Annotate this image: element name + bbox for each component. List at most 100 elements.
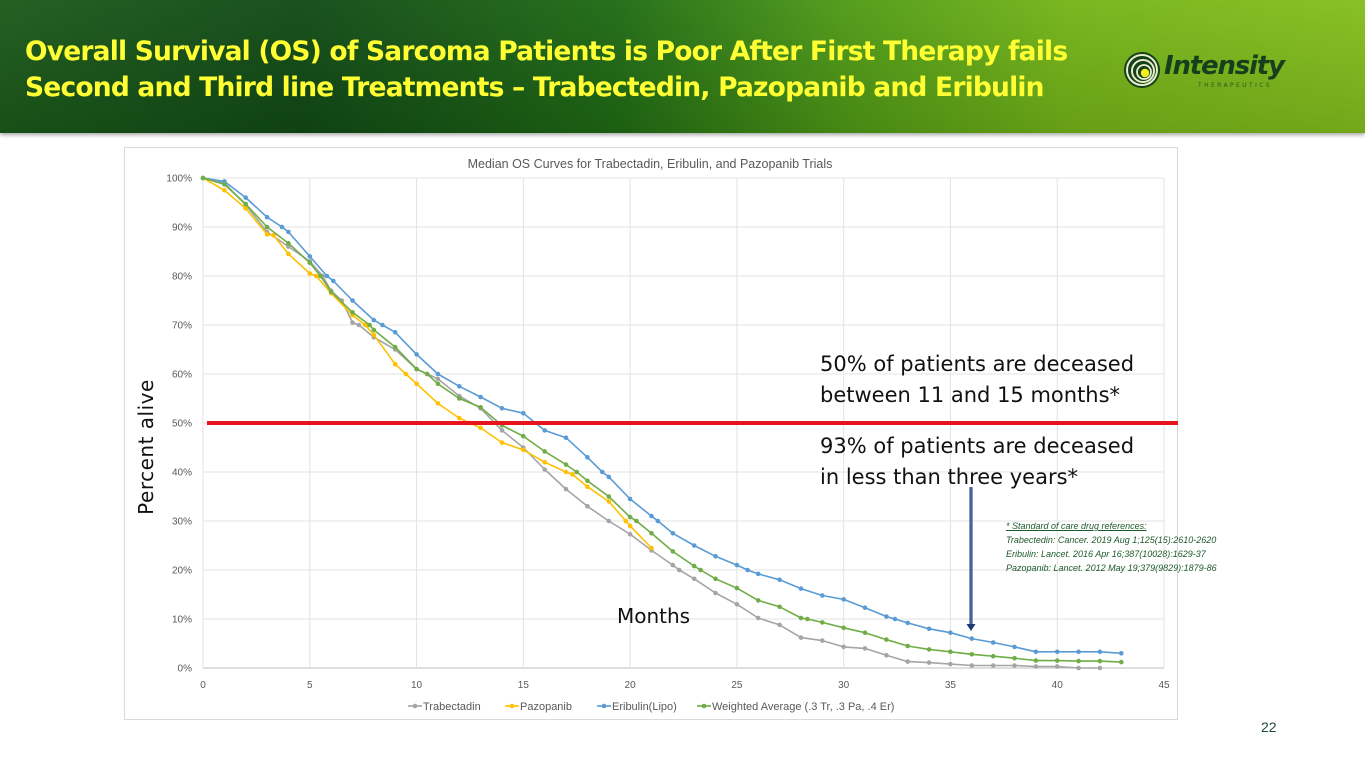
series-line [202, 177, 1100, 669]
data-point [798, 615, 804, 621]
data-point [392, 330, 398, 335]
y-tick-label: 10% [172, 615, 192, 626]
data-point [798, 586, 804, 591]
data-point [734, 585, 740, 591]
data-point [670, 549, 676, 554]
data-point [570, 472, 575, 477]
x-tick-label: 5 [307, 680, 313, 691]
series-line [202, 177, 1122, 655]
data-point [457, 396, 462, 401]
annotation-line: 93% of patients are deceased [820, 434, 1135, 458]
data-point [1054, 649, 1060, 655]
data-point [363, 322, 368, 328]
data-point [435, 371, 441, 377]
data-point [264, 224, 270, 230]
data-point [350, 320, 355, 325]
data-point [264, 214, 270, 220]
references-block: * Standard of care drug references: Trab… [1006, 519, 1217, 575]
data-point [542, 428, 547, 433]
data-point [499, 406, 505, 411]
legend-label: Weighted Average (.3 Tr, .3 Pa, .4 Er) [712, 701, 894, 713]
arrow-annotation-group [966, 487, 976, 631]
data-point [1012, 655, 1017, 661]
series-line [202, 177, 1122, 663]
y-tick-label: 90% [172, 223, 192, 234]
data-point [670, 562, 676, 568]
x-tick-label: 30 [838, 680, 850, 691]
data-point [435, 381, 441, 387]
data-point [884, 653, 889, 658]
data-point [777, 604, 782, 610]
data-point [1097, 658, 1103, 664]
legend-marker [601, 703, 607, 709]
data-point [585, 504, 590, 509]
data-point [627, 523, 633, 529]
company-logo: Intensity THERAPEUTICS [1122, 47, 1307, 95]
data-point [521, 433, 526, 439]
data-point [563, 435, 569, 441]
data-point [1054, 658, 1060, 663]
data-point [542, 459, 547, 465]
data-point [820, 620, 825, 625]
data-point [542, 467, 547, 472]
logo-wordmark: Intensity [1164, 51, 1285, 81]
data-point [1119, 659, 1124, 665]
data-point [435, 376, 441, 382]
data-point [1012, 644, 1017, 650]
references-heading: * Standard of care drug references: [1006, 521, 1147, 531]
data-point [356, 322, 362, 328]
data-point [600, 469, 605, 475]
data-point [286, 244, 291, 249]
series-weighted-average-3-tr-3-pa-4-er [200, 175, 1124, 665]
data-point [627, 531, 633, 537]
data-point [271, 233, 276, 238]
data-point [331, 278, 336, 284]
data-point [563, 469, 569, 475]
x-tick-label: 0 [200, 680, 206, 691]
data-point [691, 563, 697, 569]
y-tick-label: 30% [172, 517, 192, 528]
data-point [698, 567, 703, 573]
data-point [435, 401, 441, 406]
data-point [841, 597, 846, 602]
data-point [371, 332, 377, 338]
data-point [350, 298, 355, 303]
data-point [755, 571, 761, 577]
data-point [478, 394, 483, 400]
data-point [457, 415, 462, 421]
x-tick-label: 40 [1052, 680, 1064, 691]
data-point [1054, 664, 1060, 669]
data-point [222, 182, 227, 187]
data-point [1076, 649, 1081, 655]
data-point [755, 615, 761, 621]
slide-title: Overall Survival (OS) of Sarcoma Patient… [25, 34, 1105, 106]
data-point [623, 518, 629, 524]
chart-frame [124, 147, 1178, 720]
legend-marker [509, 703, 515, 709]
data-point [243, 201, 248, 207]
data-point [862, 605, 868, 610]
data-point [403, 371, 409, 377]
data-point [820, 593, 825, 598]
data-point [969, 663, 975, 668]
annotation-median-survival: 50% of patients are deceased between 11 … [820, 349, 1134, 411]
annotation-three-year: 93% of patients are deceased in less tha… [820, 431, 1134, 493]
annotation-line: between 11 and 15 months* [820, 383, 1121, 407]
reference-item: Trabectedin: Cancer. 2019 Aug 1;125(15):… [1006, 535, 1217, 545]
y-tick-label: 100% [166, 174, 192, 185]
data-point [1076, 658, 1081, 664]
data-point [243, 206, 248, 211]
logo-subtitle: THERAPEUTICS [1198, 82, 1273, 89]
data-point [805, 616, 810, 622]
x-axis-label: Months [617, 604, 691, 628]
y-tick-label: 50% [172, 419, 192, 430]
x-tick-label: 45 [1158, 680, 1170, 691]
data-point [563, 486, 569, 492]
legend-label: Trabectadin [423, 701, 481, 713]
data-point [606, 499, 612, 504]
data-point [841, 644, 846, 650]
x-tick-label: 15 [518, 680, 530, 691]
data-point [243, 195, 248, 200]
data-point [990, 653, 996, 659]
